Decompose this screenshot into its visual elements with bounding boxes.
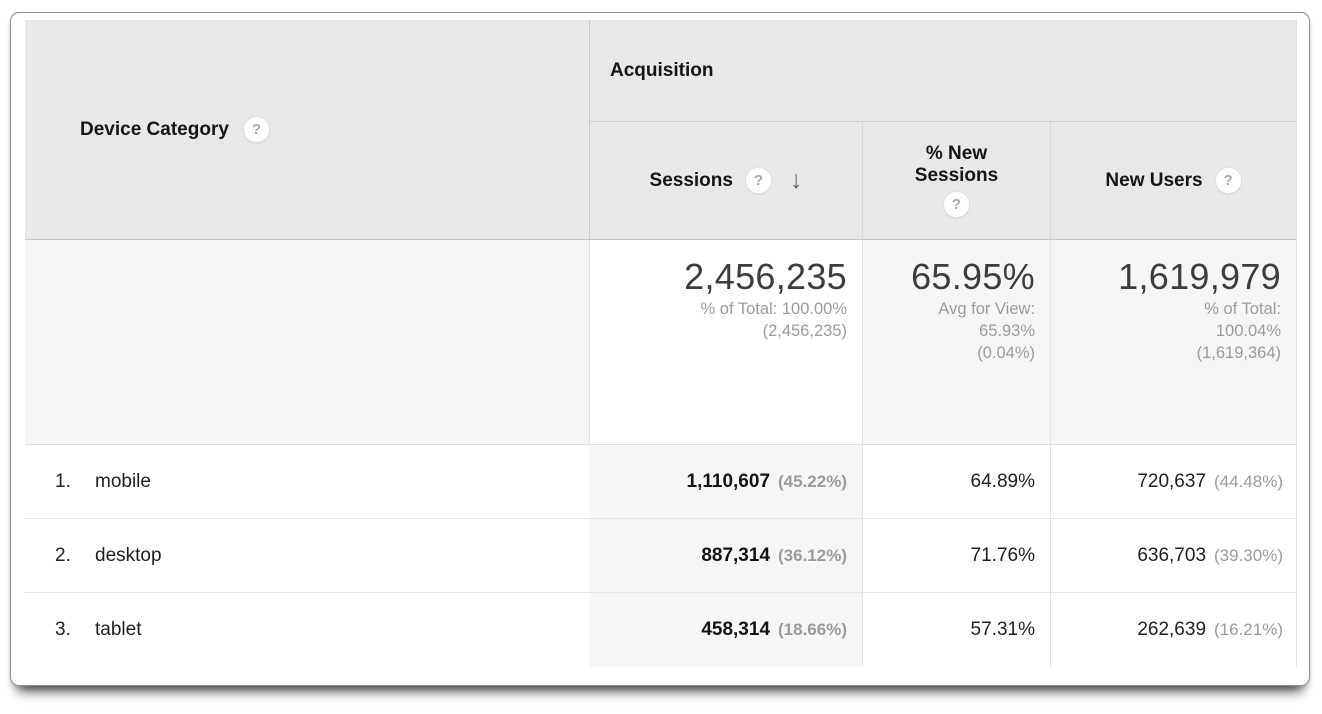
summary-dimension-cell <box>25 240 590 445</box>
device-category-header: Device Category ? <box>25 20 590 240</box>
new-users-column-header[interactable]: New Users ? <box>1050 122 1296 240</box>
new-users-value: 720,637 <box>1137 470 1207 492</box>
row-rank: 3. <box>55 619 71 640</box>
percent-new-sessions-header-line1: % New <box>925 143 988 165</box>
percent-new-sessions-avg-value: 65.95% <box>911 256 1035 297</box>
sessions-total-value: 2,456,235 <box>684 256 847 297</box>
table-row-dimension: 1. mobile <box>25 445 590 519</box>
device-category-header-label: Device Category <box>80 118 229 140</box>
new-users-total-value: 1,619,979 <box>1118 256 1281 297</box>
sessions-header-label: Sessions <box>649 169 733 191</box>
sessions-value: 458,314 <box>701 619 771 640</box>
sessions-column-header[interactable]: Sessions ? ↓ <box>590 122 862 240</box>
new-users-percent: (44.48%) <box>1214 471 1283 491</box>
percent-new-sessions-value: 71.76% <box>970 544 1035 566</box>
device-link-tablet[interactable]: tablet <box>95 619 142 640</box>
sessions-total-subtext: % of Total: 100.00% (2,456,235) <box>700 300 847 341</box>
screenshot-frame: Device Category ? Acquisition Sessions ?… <box>10 12 1310 686</box>
row-rank: 2. <box>55 544 71 566</box>
table-row-dimension: 3. tablet <box>25 593 590 667</box>
sessions-summary-cell: 2,456,235 % of Total: 100.00% (2,456,235… <box>590 240 862 445</box>
new-users-value: 262,639 <box>1137 619 1207 640</box>
sessions-percent: (18.66%) <box>778 620 847 639</box>
sessions-value: 1,110,607 <box>686 470 771 492</box>
new-users-header-label: New Users <box>1105 169 1203 191</box>
sessions-cell: 1,110,607 (45.22%) <box>590 445 862 519</box>
table-row-dimension: 2. desktop <box>25 519 590 593</box>
row-rank: 1. <box>55 470 71 492</box>
help-icon[interactable]: ? <box>1214 167 1242 194</box>
acquisition-group-header-label: Acquisition <box>610 59 714 81</box>
new-users-cell: 262,639 (16.21%) <box>1050 593 1296 667</box>
percent-new-sessions-value: 57.31% <box>970 619 1035 640</box>
new-users-value: 636,703 <box>1137 544 1207 566</box>
percent-new-sessions-summary-cell: 65.95% Avg for View: 65.93% (0.04%) <box>862 240 1050 445</box>
sort-descending-icon: ↓ <box>789 166 803 194</box>
device-category-table: Device Category ? Acquisition Sessions ?… <box>25 20 1297 667</box>
help-icon[interactable]: ? <box>943 190 970 218</box>
new-users-percent: (39.30%) <box>1214 545 1283 565</box>
sessions-percent: (36.12%) <box>778 545 847 565</box>
percent-new-sessions-cell: 64.89% <box>862 445 1050 519</box>
percent-new-sessions-column-header[interactable]: % New Sessions ? <box>862 122 1050 240</box>
new-users-subtext: % of Total: 100.04% (1,619,364) <box>1196 300 1281 362</box>
help-icon[interactable]: ? <box>744 167 772 194</box>
sessions-cell: 887,314 (36.12%) <box>590 519 862 593</box>
device-link-desktop[interactable]: desktop <box>95 544 162 566</box>
sessions-value: 887,314 <box>701 544 771 566</box>
percent-new-sessions-value: 64.89% <box>970 470 1035 492</box>
percent-new-sessions-subtext: Avg for View: 65.93% (0.04%) <box>938 300 1035 362</box>
new-users-percent: (16.21%) <box>1214 620 1283 639</box>
new-users-cell: 636,703 (39.30%) <box>1050 519 1296 593</box>
device-link-mobile[interactable]: mobile <box>95 470 151 492</box>
acquisition-group-header: Acquisition <box>590 20 1296 122</box>
sessions-percent: (45.22%) <box>778 471 847 491</box>
new-users-cell: 720,637 (44.48%) <box>1050 445 1296 519</box>
percent-new-sessions-cell: 71.76% <box>862 519 1050 593</box>
help-icon[interactable]: ? <box>242 116 270 143</box>
percent-new-sessions-header-line2: Sessions <box>914 165 999 186</box>
new-users-summary-cell: 1,619,979 % of Total: 100.04% (1,619,364… <box>1050 240 1296 445</box>
sessions-cell: 458,314 (18.66%) <box>590 593 862 667</box>
percent-new-sessions-cell: 57.31% <box>862 593 1050 667</box>
